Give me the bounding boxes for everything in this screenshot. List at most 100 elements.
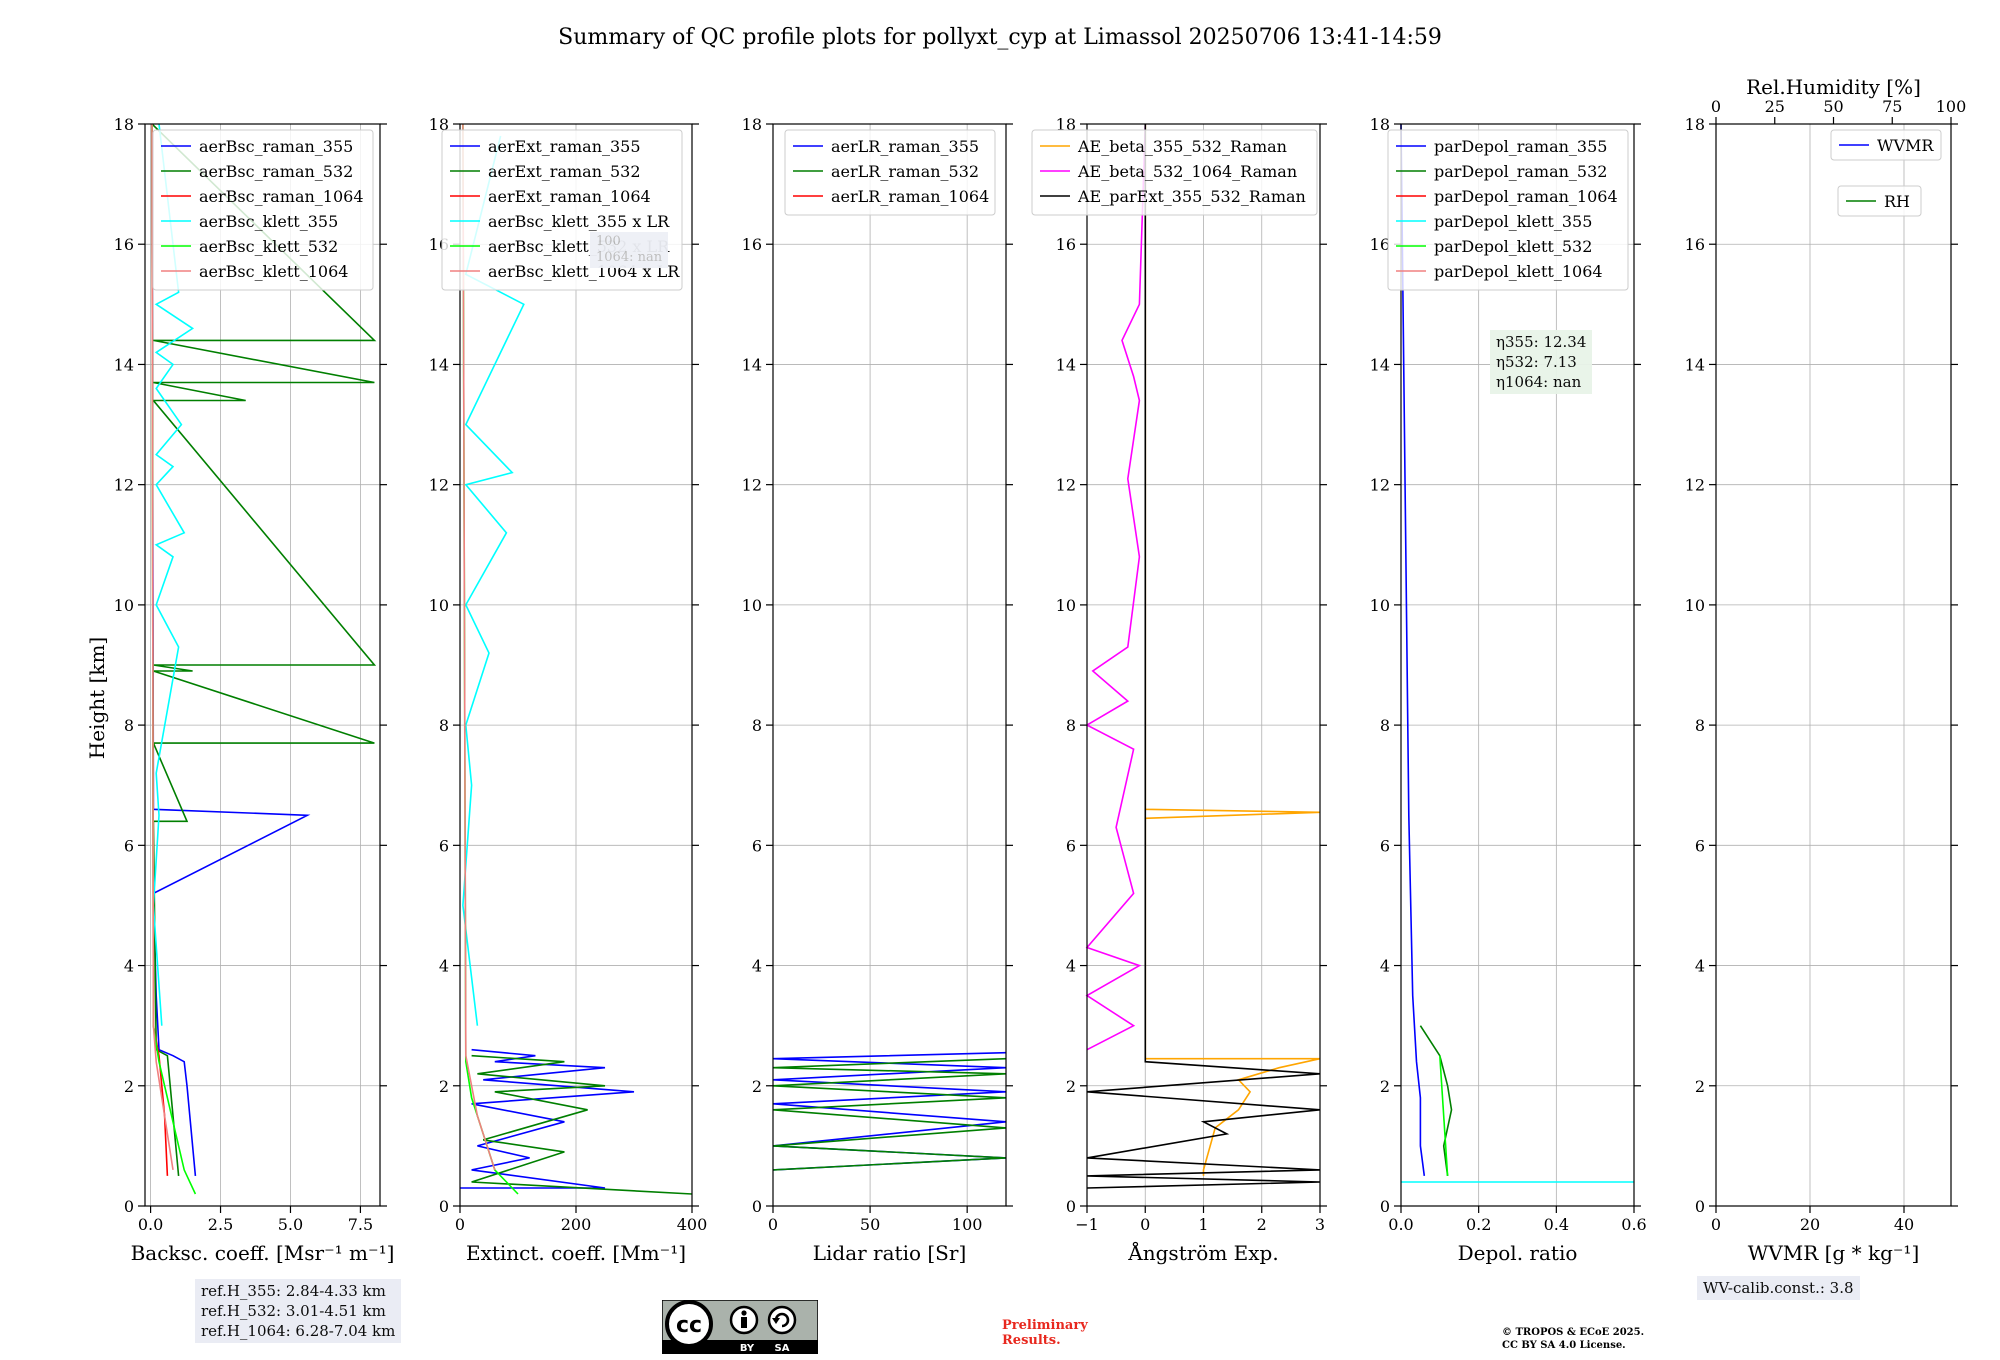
x-axis-label: Ångström Exp.	[1127, 1240, 1278, 1265]
legend-entry-label: aerLR_raman_1064	[831, 187, 989, 206]
legend-entry-label: AE_beta_355_532_Raman	[1077, 137, 1287, 156]
x-tick-label: 2	[1257, 1215, 1267, 1234]
series-line-ae-beta-532-1064-raman	[1085, 123, 1147, 1051]
y-tick-label: 2	[1380, 1077, 1390, 1096]
series-line-aerext-raman-532	[471, 1054, 693, 1195]
y-tick-label: 12	[1056, 476, 1076, 495]
legend-entry-label: RH	[1884, 192, 1910, 211]
y-tick-label: 2	[752, 1077, 762, 1096]
y-tick-label: 2	[439, 1077, 449, 1096]
preliminary-results-note: Preliminary Results.	[1002, 1318, 1088, 1348]
x-tick-label: 5.0	[278, 1215, 303, 1234]
x-tick-label: 1	[1198, 1215, 1208, 1234]
y-tick-label: 0	[1066, 1197, 1076, 1216]
legend-entry-label: aerExt_raman_532	[488, 162, 641, 181]
y-tick-label: 6	[752, 836, 762, 855]
legend-entry-label: aerExt_raman_355	[488, 137, 641, 156]
legend-entry-label: aerBsc_raman_532	[199, 162, 353, 181]
extinction-note-box: 100 1064: nan	[590, 232, 669, 268]
legend-entry-label: aerBsc_klett_532	[199, 237, 338, 256]
y-tick-label: 0	[752, 1197, 762, 1216]
axes-frame	[772, 123, 1007, 1207]
legend-entry-label: AE_beta_532_1064_Raman	[1077, 162, 1297, 181]
y-tick-label: 12	[114, 476, 134, 495]
x-tick-label: 2.5	[208, 1215, 233, 1234]
ref-height-532: ref.H_532: 3.01-4.51 km	[201, 1302, 386, 1320]
y-tick-label: 14	[114, 355, 134, 374]
legend-entry-label: parDepol_raman_1064	[1434, 187, 1618, 206]
legend-entry-label: aerLR_raman_532	[831, 162, 979, 181]
series-line-ae-parext-355-532-raman	[1086, 124, 1321, 1189]
y-tick-label: 4	[752, 957, 762, 976]
x-tick-label: 100	[952, 1215, 983, 1234]
y-tick-label: 8	[1695, 716, 1705, 735]
y-tick-label: 6	[1380, 836, 1390, 855]
legend-entry-label: parDepol_klett_532	[1434, 237, 1592, 256]
legend-box	[152, 129, 374, 291]
plot-area-ext	[460, 123, 693, 1195]
series-line-pardepol-raman-532	[1419, 1025, 1453, 1177]
panel-bsc: 0 2 4 6 8 10 12 14 16 18 0.0 2.5 5.0 7.5 Backsc. coeff…	[114, 115, 395, 1265]
eta-355: η355: 12.34	[1496, 333, 1587, 351]
top-x-tick-label: 100	[1936, 97, 1967, 116]
reference-height-box: ref.H_355: 2.84-4.33 km ref.H_532: 3.01-…	[195, 1279, 402, 1343]
top-x-tick-label: 50	[1823, 97, 1843, 116]
series-line-aerbsc-raman-355	[151, 123, 311, 1176]
x-tick-label: 0.0	[138, 1215, 163, 1234]
copyright-line-1: © TROPOS & ECoE 2025.	[1502, 1327, 1645, 1338]
y-tick-label: 6	[439, 836, 449, 855]
y-tick-label: 18	[429, 115, 449, 134]
y-tick-label: 8	[124, 716, 134, 735]
badge-sa-label: SA	[775, 1343, 790, 1354]
plot-area-bsc	[151, 123, 377, 1195]
series-line-aerbsc-klett-1064-x-lr	[462, 123, 496, 1171]
legend-entry-label: aerBsc_raman_1064	[199, 187, 364, 206]
axes-frame	[1400, 123, 1635, 1207]
legend-entry-label: parDepol_raman_355	[1434, 137, 1607, 156]
y-tick-label: 18	[1056, 115, 1076, 134]
legend-entry-label: parDepol_raman_532	[1434, 162, 1607, 181]
x-tick-label: −1	[1075, 1215, 1099, 1234]
y-tick-label: 6	[124, 836, 134, 855]
plot-area-depol	[1400, 123, 1634, 1183]
legend-box	[1837, 185, 1922, 217]
y-tick-label: 14	[742, 355, 762, 374]
legend-entry-label: aerBsc_raman_355	[199, 137, 353, 156]
plot-area-lr	[772, 1051, 1007, 1171]
y-tick-label: 16	[1370, 235, 1390, 254]
y-tick-label: 12	[742, 476, 762, 495]
wv-calib-const: WV-calib.const.: 3.8	[1703, 1279, 1854, 1297]
series-line-aerbsc-klett-355	[152, 123, 195, 1026]
y-tick-label: 16	[742, 235, 762, 254]
x-axis-label: Backsc. coeff. [Msr⁻¹ m⁻¹]	[131, 1241, 395, 1265]
copyright-line-2: CC BY SA 4.0 License.	[1502, 1340, 1626, 1351]
y-tick-label: 4	[1380, 957, 1390, 976]
ref-height-355: ref.H_355: 2.84-4.33 km	[201, 1282, 386, 1300]
preliminary-line-1: Preliminary	[1002, 1318, 1088, 1333]
badge-by-label: BY	[740, 1343, 755, 1354]
legend-entry-label: aerBsc_klett_355 x LR	[488, 212, 670, 231]
legend-entry-label: aerLR_raman_355	[831, 137, 979, 156]
legend-entry-label: aerBsc_klett_1064	[199, 262, 348, 281]
series-line-pardepol-klett-532	[1439, 1055, 1449, 1176]
y-tick-label: 16	[1056, 235, 1076, 254]
y-tick-label: 4	[1695, 957, 1705, 976]
y-tick-label: 18	[114, 115, 134, 134]
x-tick-label: 200	[561, 1215, 592, 1234]
y-tick-label: 4	[1066, 957, 1076, 976]
panel-wv: 0 2 4 6 8 10 12 14 16 18 0 20 40 WVMR [g * kg⁻¹] 0 25 50…	[1685, 75, 1967, 1265]
y-tick-label: 12	[1685, 476, 1705, 495]
legend-entry-label: parDepol_klett_355	[1434, 212, 1592, 231]
x-axis-label: Lidar ratio [Sr]	[813, 1241, 967, 1265]
legend-entry-label: aerExt_raman_1064	[488, 187, 651, 206]
x-tick-label: 0	[1711, 1215, 1721, 1234]
y-tick-label: 10	[742, 596, 762, 615]
svg-text:cc: cc	[676, 1313, 702, 1338]
y-tick-label: 8	[1066, 716, 1076, 735]
series-line-aerbsc-klett-355-x-lr	[462, 135, 525, 1026]
x-tick-label: 0	[455, 1215, 465, 1234]
x-tick-label: 3	[1315, 1215, 1325, 1234]
copyright-note: © TROPOS & ECoE 2025. CC BY SA 4.0 Licen…	[1502, 1326, 1644, 1352]
